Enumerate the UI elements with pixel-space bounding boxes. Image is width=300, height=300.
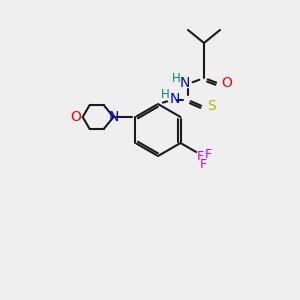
Text: S: S bbox=[207, 99, 215, 113]
Text: N: N bbox=[108, 110, 119, 124]
Text: N: N bbox=[180, 76, 190, 90]
Text: F: F bbox=[196, 151, 204, 164]
Text: H: H bbox=[160, 88, 169, 101]
Text: O: O bbox=[70, 110, 81, 124]
Text: F: F bbox=[205, 148, 212, 160]
Text: N: N bbox=[170, 92, 180, 106]
Text: F: F bbox=[200, 158, 207, 172]
Text: O: O bbox=[222, 76, 232, 90]
Text: H: H bbox=[172, 73, 180, 85]
